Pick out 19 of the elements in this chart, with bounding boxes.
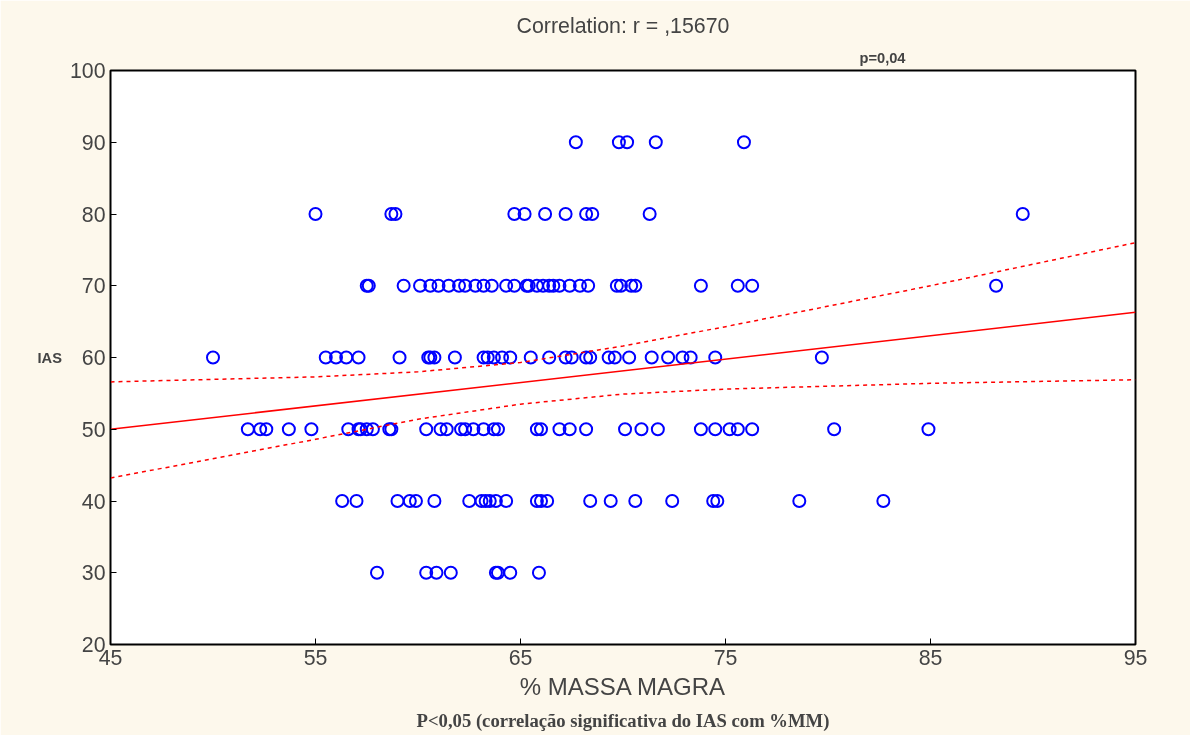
x-tick-label: 85 [918, 645, 943, 670]
y-tick-label: 40 [81, 489, 106, 514]
line-series [110, 241, 1136, 383]
y-tick-label: 90 [81, 130, 106, 155]
x-axis-title: % MASSA MAGRA [519, 672, 726, 700]
y-tick-label: 30 [81, 561, 106, 586]
text: p=0,04 [859, 49, 907, 66]
chart-title: Correlation: r = ,15670 [516, 13, 730, 38]
y-tick-label: 70 [81, 274, 106, 299]
x-tick-label: 75 [713, 645, 738, 670]
x-tick-label: 65 [508, 645, 533, 670]
y-tick-label: 100 [69, 59, 106, 83]
y-axis-title: IAS [37, 349, 63, 366]
y-tick-label: 50 [81, 417, 106, 442]
y-tick-label: 80 [81, 202, 106, 227]
x-tick-label: 55 [303, 645, 328, 670]
text: P<0,05 (correlação significativa do IAS com %MM) [416, 709, 830, 732]
y-tick-label: 60 [81, 346, 106, 370]
x-tick-label: 95 [1123, 645, 1148, 670]
